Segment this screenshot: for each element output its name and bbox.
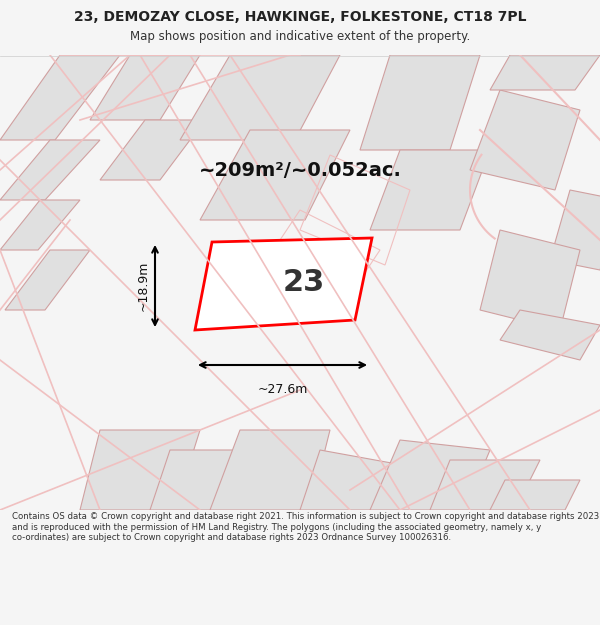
Polygon shape (200, 130, 350, 220)
Polygon shape (80, 430, 200, 510)
Polygon shape (0, 140, 100, 200)
Text: ~27.6m: ~27.6m (257, 383, 308, 396)
Polygon shape (180, 55, 340, 140)
Text: 23: 23 (283, 268, 325, 297)
Polygon shape (150, 450, 280, 510)
Polygon shape (195, 238, 372, 330)
Polygon shape (490, 480, 580, 510)
Polygon shape (490, 55, 600, 90)
Text: 23, DEMOZAY CLOSE, HAWKINGE, FOLKESTONE, CT18 7PL: 23, DEMOZAY CLOSE, HAWKINGE, FOLKESTONE,… (74, 10, 526, 24)
Polygon shape (370, 440, 490, 510)
Polygon shape (370, 150, 490, 230)
Text: ~209m²/~0.052ac.: ~209m²/~0.052ac. (199, 161, 401, 179)
Text: Map shows position and indicative extent of the property.: Map shows position and indicative extent… (130, 30, 470, 43)
Polygon shape (300, 450, 430, 510)
Polygon shape (360, 55, 480, 150)
Polygon shape (470, 90, 580, 190)
Polygon shape (480, 230, 580, 330)
Text: ~18.9m: ~18.9m (137, 261, 150, 311)
Polygon shape (550, 190, 600, 270)
Text: Contains OS data © Crown copyright and database right 2021. This information is : Contains OS data © Crown copyright and d… (12, 512, 599, 542)
Polygon shape (0, 55, 120, 140)
Polygon shape (210, 430, 330, 510)
Polygon shape (500, 310, 600, 360)
Polygon shape (430, 460, 540, 510)
Polygon shape (90, 55, 200, 120)
Polygon shape (5, 250, 90, 310)
Polygon shape (0, 200, 80, 250)
Polygon shape (100, 120, 205, 180)
